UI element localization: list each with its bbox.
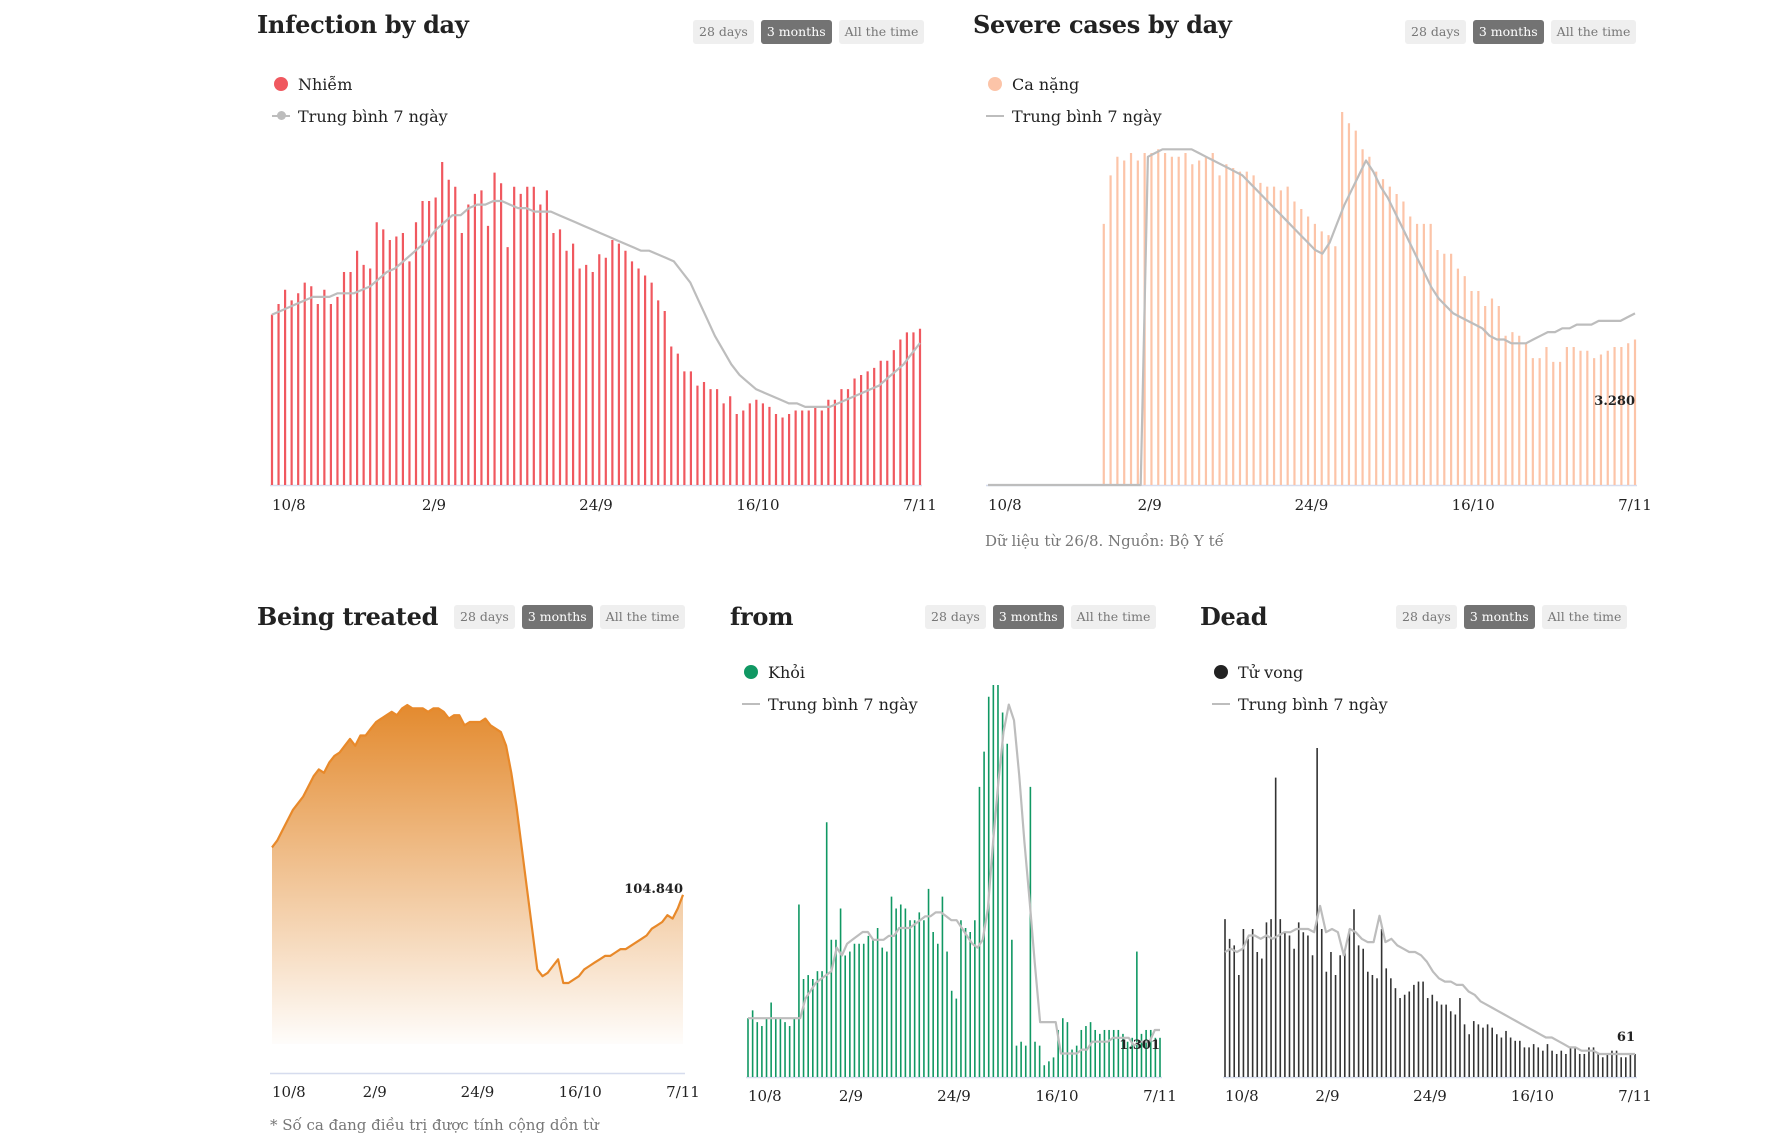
- avg-line: [271, 199, 921, 408]
- range-3-months-button[interactable]: 3 months: [521, 605, 593, 629]
- range-3-months-button[interactable]: 3 months: [992, 605, 1064, 629]
- x-tick-label: 16/10: [559, 1083, 602, 1101]
- range-toggle: 28 days 3 months All the time: [693, 20, 925, 44]
- line-icon: [742, 703, 760, 705]
- x-tick-label: 7/11: [1618, 1087, 1652, 1105]
- value-annotation: 3.280: [1594, 394, 1635, 409]
- area-fill: [272, 705, 683, 1044]
- range-28-days-button[interactable]: 28 days: [1405, 20, 1466, 44]
- x-tick-label: 10/8: [272, 496, 306, 514]
- dot-icon: [274, 77, 288, 91]
- avg-line: [1224, 904, 1635, 1056]
- x-tick-label: 2/9: [1315, 1087, 1339, 1105]
- x-tick-label: 7/11: [1143, 1087, 1177, 1105]
- source-note: Dữ liệu từ 26/8. Nguồn: Bộ Y tế: [985, 532, 1224, 550]
- value-annotation: 1.301: [1119, 1038, 1160, 1053]
- x-tick-label: 2/9: [422, 496, 446, 514]
- avg-line: [748, 703, 1160, 1055]
- range-28-days-button[interactable]: 28 days: [1396, 605, 1457, 629]
- x-tick-label: 16/10: [1035, 1087, 1078, 1105]
- range-28-days-button[interactable]: 28 days: [693, 20, 754, 44]
- x-tick-label: 24/9: [937, 1087, 971, 1105]
- x-tick-label: 7/11: [903, 496, 937, 514]
- legend-label: Trung bình 7 ngày: [1012, 106, 1162, 126]
- range-all-time-button[interactable]: All the time: [1541, 605, 1628, 629]
- legend-item: Nhiễm: [272, 68, 448, 100]
- range-toggle: 28 days 3 months All the time: [454, 605, 686, 629]
- range-toggle: 28 days 3 months All the time: [925, 605, 1157, 629]
- x-tick-label: 2/9: [839, 1087, 863, 1105]
- range-3-months-button[interactable]: 3 months: [760, 20, 832, 44]
- legend-label: Tử vong: [1238, 662, 1304, 682]
- x-tick-label: 7/11: [1618, 496, 1652, 514]
- legend-item: Khỏi: [742, 656, 918, 688]
- legend-item: Trung bình 7 ngày: [1212, 688, 1388, 720]
- dot-icon: [1214, 665, 1228, 679]
- x-tick-label: 2/9: [1138, 496, 1162, 514]
- range-28-days-button[interactable]: 28 days: [454, 605, 515, 629]
- x-tick-label: 24/9: [461, 1083, 495, 1101]
- legend-item: Trung bình 7 ngày: [272, 100, 448, 132]
- range-all-time-button[interactable]: All the time: [599, 605, 686, 629]
- chart-title: from: [730, 602, 794, 631]
- area-line: [271, 703, 685, 985]
- chart-title: Severe cases by day: [973, 10, 1232, 39]
- x-tick-label: 7/11: [666, 1083, 700, 1101]
- line-icon: [1212, 703, 1230, 705]
- x-tick-label: 16/10: [1452, 496, 1495, 514]
- x-tick-label: 10/8: [988, 496, 1022, 514]
- avg-line: [988, 148, 1636, 487]
- range-3-months-button[interactable]: 3 months: [1463, 605, 1535, 629]
- legend-item: Trung bình 7 ngày: [986, 100, 1162, 132]
- value-annotation: 104.840: [624, 882, 683, 897]
- x-tick-label: 24/9: [579, 496, 613, 514]
- chart-title: Infection by day: [257, 10, 469, 39]
- legend-label: Nhiễm: [298, 74, 353, 94]
- footnote: * Số ca đang điều trị được tính cộng dồn…: [270, 1116, 599, 1134]
- legend: Nhiễm Trung bình 7 ngày: [272, 68, 448, 132]
- legend-item: Trung bình 7 ngày: [742, 688, 918, 720]
- legend-label: Ca nặng: [1012, 74, 1080, 94]
- legend: Khỏi Trung bình 7 ngày: [742, 656, 918, 720]
- range-all-time-button[interactable]: All the time: [838, 20, 925, 44]
- range-3-months-button[interactable]: 3 months: [1472, 20, 1544, 44]
- x-tick-label: 2/9: [363, 1083, 387, 1101]
- legend-label: Trung bình 7 ngày: [298, 106, 448, 126]
- legend-item: Ca nặng: [986, 68, 1162, 100]
- dot-icon: [988, 77, 1002, 91]
- value-annotation: 61: [1617, 1030, 1635, 1045]
- legend: Ca nặng Trung bình 7 ngày: [986, 68, 1162, 132]
- x-tick-label: 10/8: [748, 1087, 782, 1105]
- x-tick-label: 16/10: [1511, 1087, 1554, 1105]
- legend-label: Khỏi: [768, 662, 806, 682]
- legend-item: Tử vong: [1212, 656, 1388, 688]
- chart-title: Dead: [1200, 602, 1268, 631]
- range-toggle: 28 days 3 months All the time: [1405, 20, 1637, 44]
- range-toggle: 28 days 3 months All the time: [1396, 605, 1628, 629]
- x-tick-label: 10/8: [1225, 1087, 1259, 1105]
- legend: Tử vong Trung bình 7 ngày: [1212, 656, 1388, 720]
- legend-label: Trung bình 7 ngày: [1238, 694, 1388, 714]
- range-28-days-button[interactable]: 28 days: [925, 605, 986, 629]
- x-tick-label: 24/9: [1295, 496, 1329, 514]
- x-tick-label: 10/8: [272, 1083, 306, 1101]
- x-tick-label: 16/10: [736, 496, 779, 514]
- chart-title: Being treated: [257, 602, 439, 631]
- range-all-time-button[interactable]: All the time: [1070, 605, 1157, 629]
- legend-label: Trung bình 7 ngày: [768, 694, 918, 714]
- line-icon: [986, 115, 1004, 117]
- line-dot-icon: [272, 111, 290, 120]
- x-tick-label: 24/9: [1413, 1087, 1447, 1105]
- range-all-time-button[interactable]: All the time: [1550, 20, 1637, 44]
- dot-icon: [744, 665, 758, 679]
